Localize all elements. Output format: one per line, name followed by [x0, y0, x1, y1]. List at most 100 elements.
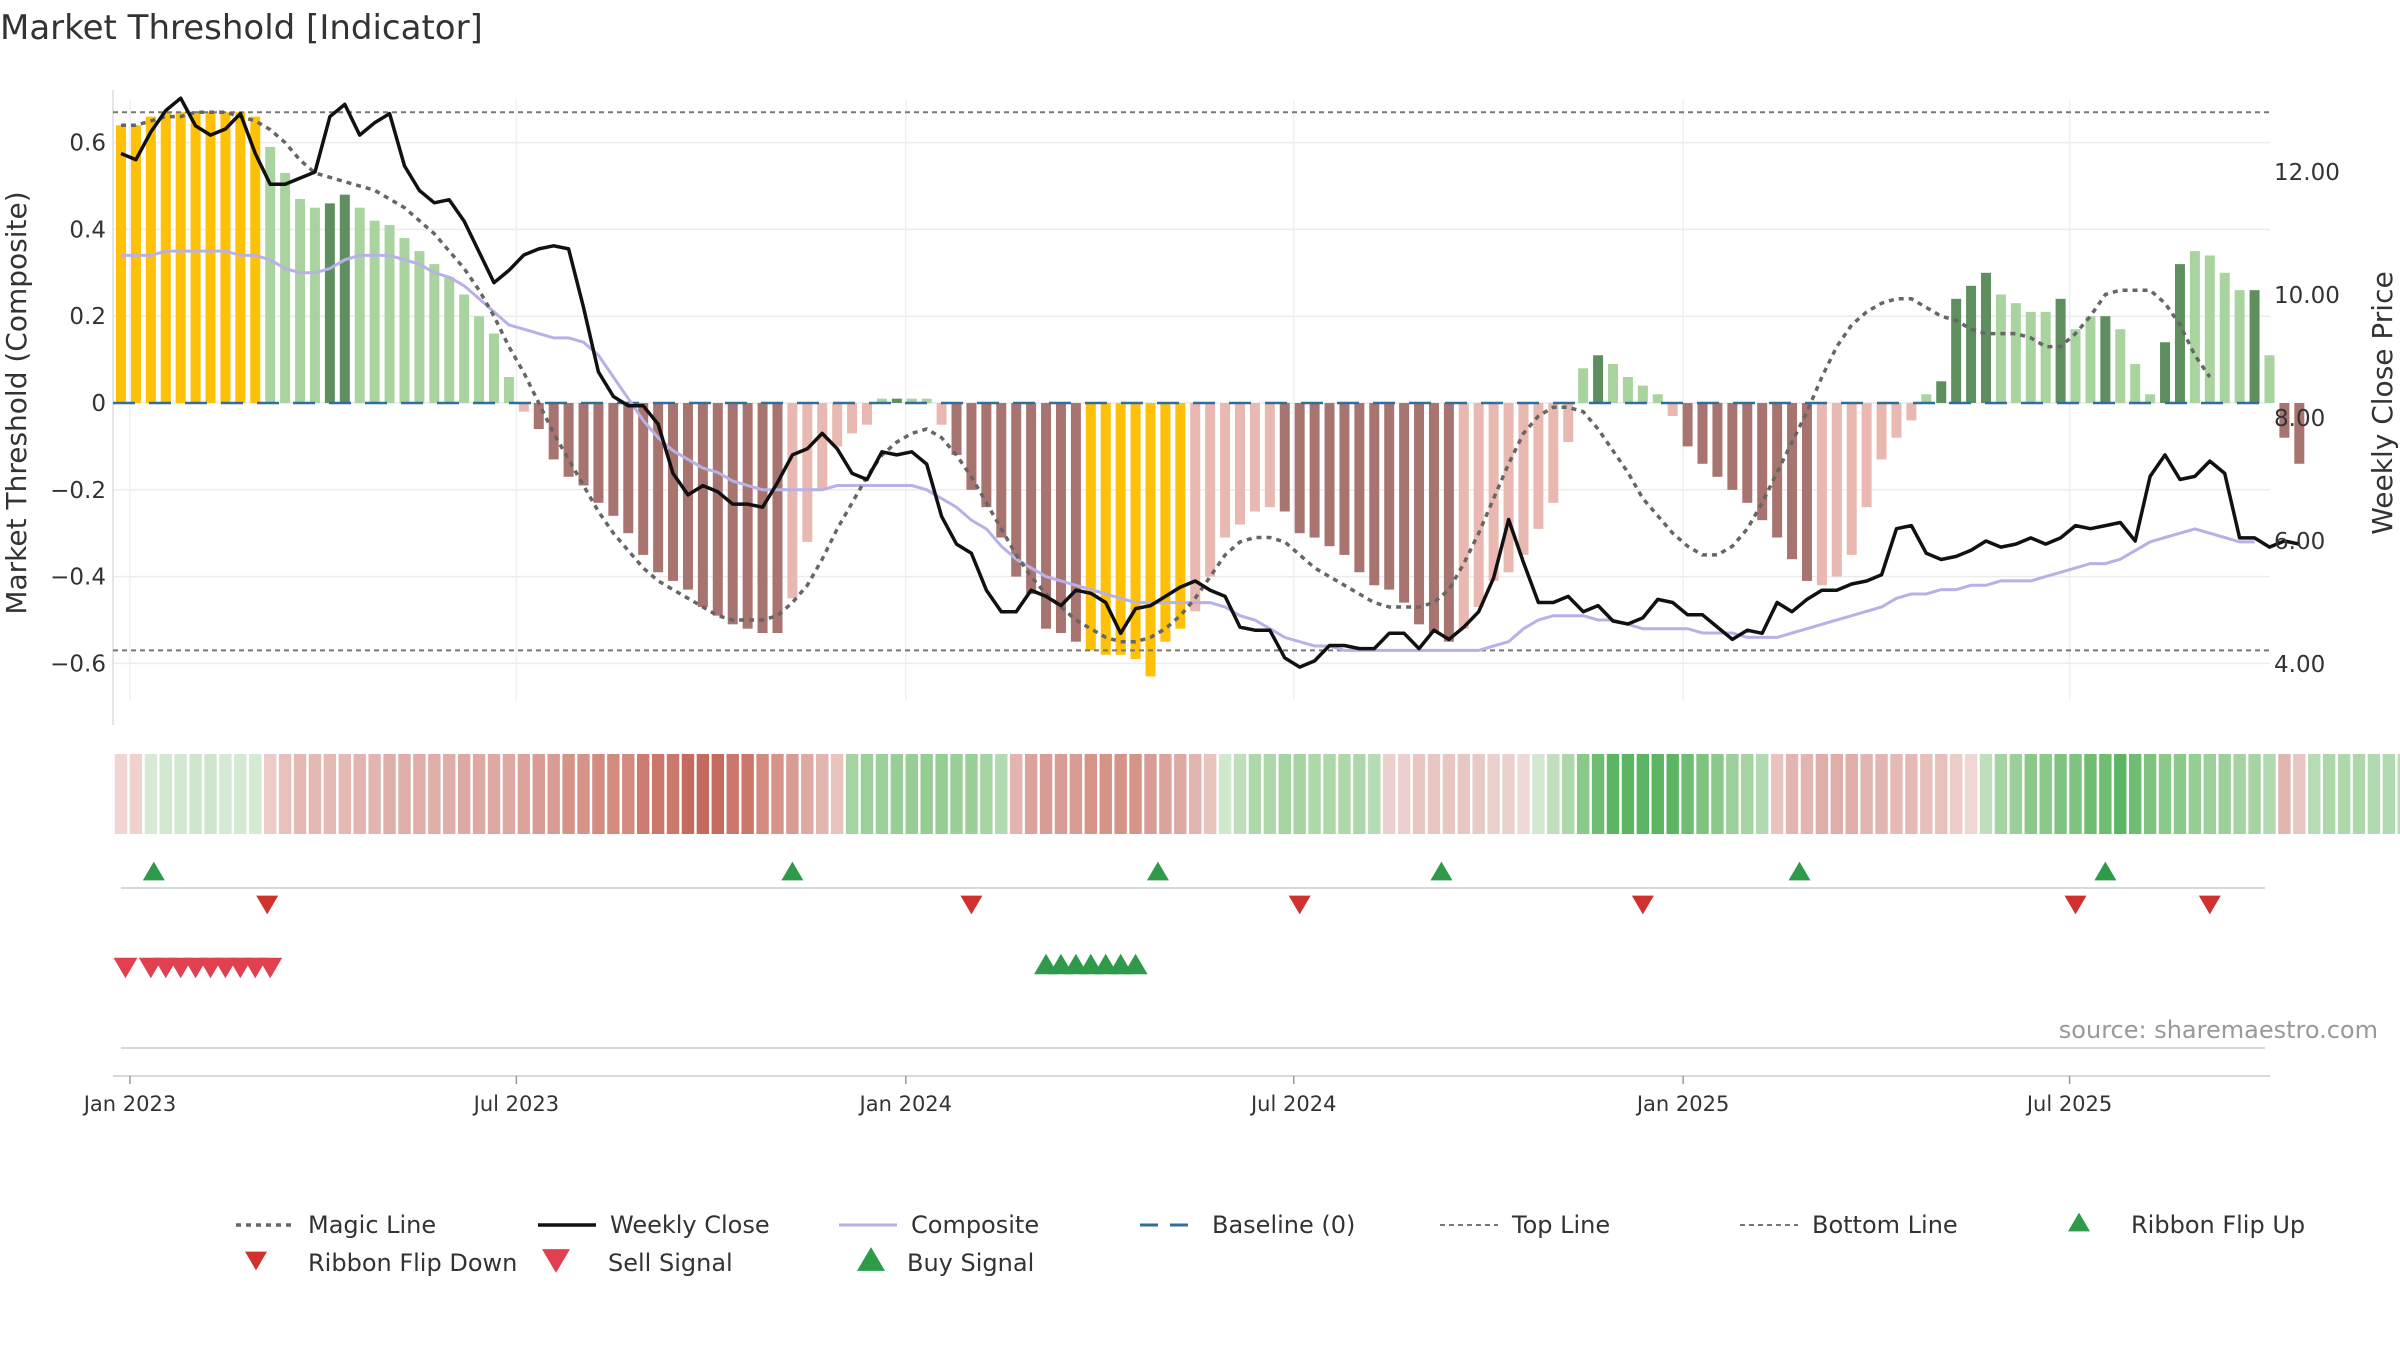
legend-item: Buy Signal — [907, 1249, 1034, 1277]
ribbon-cell — [1517, 754, 1530, 834]
ribbon-cell — [1666, 754, 1679, 834]
ribbon-cell — [383, 754, 396, 834]
composite-bar — [1205, 403, 1216, 577]
composite-bar — [1130, 403, 1141, 660]
composite-bar — [757, 403, 768, 634]
ribbon-cell — [741, 754, 754, 834]
ribbon-cell — [2293, 754, 2306, 834]
composite-bar — [1593, 355, 1604, 403]
composite-bar — [503, 376, 514, 403]
ribbon-cell — [1368, 754, 1381, 834]
composite-bar — [235, 112, 246, 403]
composite-bar — [2234, 290, 2245, 403]
ribbon-cell — [1278, 754, 1291, 834]
composite-bar — [309, 207, 320, 403]
composite-bar — [1354, 403, 1365, 573]
composite-bar — [593, 403, 604, 503]
legend-label: Top Line — [1511, 1211, 1610, 1239]
legend-label: Baseline (0) — [1212, 1211, 1355, 1239]
composite-bar — [951, 403, 962, 456]
composite-bar — [474, 316, 485, 403]
ribbon-cell — [278, 754, 292, 834]
composite-bar — [2160, 342, 2171, 403]
composite-bar — [459, 294, 470, 403]
legend-item: Ribbon Flip Up — [2131, 1211, 2305, 1239]
composite-bar — [563, 403, 574, 477]
composite-bar — [802, 403, 813, 542]
composite-bar — [354, 207, 365, 403]
composite-bar — [1190, 403, 1201, 612]
ribbon-cell — [2158, 754, 2172, 834]
ribbon-cell — [1905, 754, 1918, 834]
ribbon-cell — [860, 754, 874, 834]
ribbon-cell — [1681, 754, 1694, 834]
ribbon-cell — [1636, 754, 1650, 834]
ribbon-cell — [487, 754, 501, 834]
composite-bar — [2070, 329, 2081, 403]
composite-bar — [130, 125, 141, 404]
ribbon-cell — [875, 754, 889, 834]
y-right-tick-label: 12.00 — [2274, 160, 2340, 186]
ribbon-cell — [368, 754, 381, 834]
composite-bar — [2174, 264, 2185, 403]
ribbon-cell — [2263, 754, 2276, 834]
composite-bar — [414, 251, 425, 403]
composite-bar — [1831, 403, 1842, 577]
ribbon-flip-down-marker — [2064, 895, 2087, 915]
legend-label: Weekly Close — [610, 1211, 770, 1239]
y-tick-label: −0.4 — [50, 565, 106, 591]
composite-bar — [1697, 403, 1708, 464]
legend-label: Ribbon Flip Up — [2131, 1211, 2305, 1239]
ribbon-cell — [2352, 754, 2366, 834]
composite-bar — [1801, 403, 1812, 581]
composite-bar — [1951, 298, 1962, 403]
composite-bar — [1145, 403, 1156, 677]
ribbon-cell — [1800, 754, 1814, 834]
ribbon-cell — [1606, 754, 1620, 834]
ribbon-cell — [2024, 754, 2037, 834]
ribbon-cell — [2203, 754, 2216, 834]
composite-bar — [1652, 394, 1663, 403]
legend-item: Ribbon Flip Down — [308, 1249, 517, 1277]
ribbon-cell — [2084, 754, 2097, 834]
composite-bar — [1533, 403, 1544, 529]
sell-signal-marker — [113, 957, 138, 979]
ribbon-cell — [1994, 754, 2008, 834]
ribbon-cell — [2039, 754, 2052, 834]
ribbon-cell — [457, 754, 471, 834]
ribbon-cell — [965, 754, 978, 834]
ribbon-cell — [2069, 754, 2082, 834]
composite-bar — [1160, 403, 1171, 642]
composite-bar — [2010, 303, 2021, 403]
ribbon-cell — [1472, 754, 1485, 834]
ribbon-cell — [607, 754, 620, 834]
composite-bar — [1995, 294, 2006, 403]
x-tick-label: Jul 2024 — [1249, 1092, 1336, 1116]
ribbon-cell — [1860, 754, 1873, 834]
ribbon-cell — [2114, 754, 2127, 834]
y-right-tick-label: 6.00 — [2274, 529, 2325, 555]
ribbon-cell — [1785, 754, 1799, 834]
legend-ribbon-flip-down-icon — [245, 1251, 267, 1271]
ribbon-cell — [1263, 754, 1277, 834]
ribbon-cell — [1144, 754, 1157, 834]
ribbon-cell — [428, 754, 441, 834]
ribbon-cell — [1547, 754, 1560, 834]
ribbon-cell — [264, 754, 277, 834]
ribbon-cell — [577, 754, 590, 834]
ribbon-cell — [1338, 754, 1351, 834]
ribbon-cell — [398, 754, 411, 834]
ribbon-cell — [1770, 754, 1784, 834]
ribbon-cell — [950, 754, 963, 834]
composite-bar — [847, 403, 858, 434]
composite-bar — [936, 403, 947, 425]
legend-label: Sell Signal — [608, 1249, 733, 1277]
ribbon-cell — [2308, 754, 2321, 834]
y-right-tick-label: 4.00 — [2274, 652, 2325, 678]
legend-item: Baseline (0) — [1140, 1211, 1355, 1239]
y-right-tick-label: 8.00 — [2274, 406, 2325, 432]
composite-bar — [295, 199, 306, 403]
legend-item: Magic Line — [236, 1211, 436, 1239]
ribbon-cell — [1935, 754, 1948, 834]
ribbon-cell — [2322, 754, 2336, 834]
